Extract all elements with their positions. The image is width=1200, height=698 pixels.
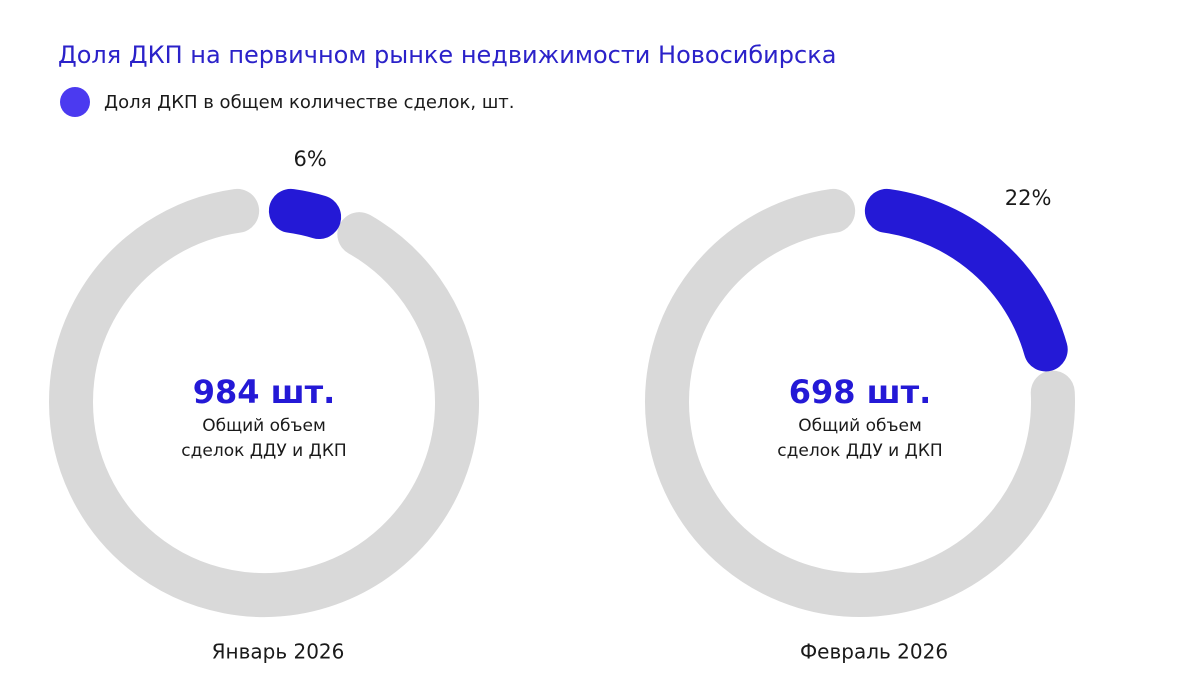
center-value: 984 шт. <box>193 373 336 411</box>
center-text: сделок ДДУ и ДКП <box>181 441 346 461</box>
center-text: сделок ДДУ и ДКП <box>777 441 942 461</box>
x-label: Январь 2026 <box>212 640 345 664</box>
ring-track <box>49 188 479 617</box>
center-text: Общий объем <box>202 416 326 436</box>
donut-segment <box>268 188 342 240</box>
page-title: Доля ДКП на первичном рынке недвижимости… <box>58 41 836 69</box>
value-label: 6% <box>294 147 327 171</box>
legend-label: Доля ДКП в общем количестве сделок, шт. <box>104 92 515 113</box>
center-value: 698 шт. <box>789 373 932 411</box>
value-label: 22% <box>1005 186 1052 210</box>
donut-segment <box>864 188 1068 372</box>
x-label: Февраль 2026 <box>800 640 948 664</box>
legend-swatch <box>60 87 90 117</box>
ring-track <box>645 188 1075 617</box>
center-text: Общий объем <box>798 416 922 436</box>
